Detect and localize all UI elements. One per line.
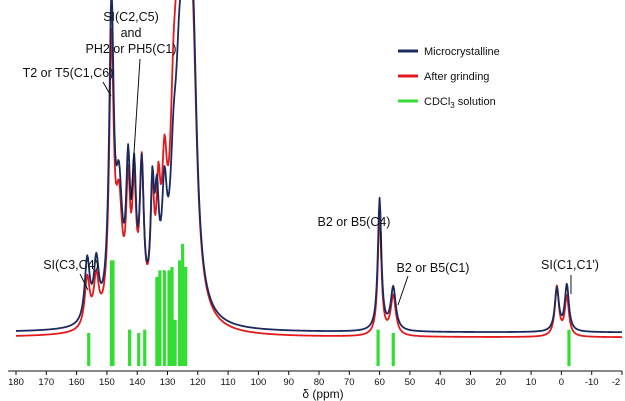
annotation-line-si-c3c4 [79, 273, 89, 291]
annotation-text-si-c2c5-line2: and [121, 26, 142, 40]
cdcl3-bar [143, 329, 147, 366]
x-tick-label: 10 [526, 377, 537, 388]
cdcl3-bar [173, 319, 177, 366]
cdcl3-bar [184, 267, 188, 366]
cdcl3-bar [128, 329, 132, 366]
cdcl3-bar [181, 243, 185, 366]
x-tick-label: 60 [374, 377, 385, 388]
annotation-text-si-c2c5-line3: PH2 or PH5(C1) [86, 42, 177, 56]
legend-label-microcrystalline: Microcrystalline [424, 46, 500, 58]
legend-label-cdcl3-main: CDCl [424, 96, 450, 108]
annotation-b2-b5-c1: B2 or B5(C1) [397, 261, 470, 306]
series-line-after-grinding [15, 0, 623, 338]
x-tick-label: 120 [190, 377, 206, 388]
x-tick-label: 0 [559, 377, 564, 388]
annotation-text-si-c3c4: SI(C3,C4) [43, 258, 99, 272]
legend-item-cdcl3: CDCl3 solution [398, 96, 496, 110]
x-tick-label: 110 [221, 377, 236, 388]
x-tick-label: 140 [129, 377, 145, 388]
x-tick-label: 20 [496, 377, 507, 388]
annotation-text-b2-b5-c4: B2 or B5(C4) [318, 215, 391, 229]
x-tick-label: 150 [99, 377, 115, 388]
x-tick-label: -2 [612, 377, 620, 388]
x-tick-label: 30 [465, 377, 476, 388]
x-tick-label: 170 [38, 377, 54, 388]
legend-item-microcrystalline: Microcrystalline [398, 46, 500, 58]
x-tick-label: 180 [8, 377, 24, 388]
cdcl3-bar [567, 329, 571, 366]
x-tick-label: 80 [314, 377, 325, 388]
annotation-si-c1c1p: SI(C1,C1') [541, 258, 599, 294]
cdcl3-bar [158, 270, 162, 366]
cdcl3-bar [391, 333, 395, 366]
x-tick-label: -10 [585, 377, 599, 388]
annotation-line-si-c2c5 [130, 58, 141, 201]
x-tick-label: 50 [405, 377, 416, 388]
x-tick-label: 70 [344, 377, 355, 388]
legend-label-cdcl3-suffix: solution [455, 96, 496, 108]
cdcl3-bar [170, 267, 174, 366]
x-tick-label: 90 [283, 377, 294, 388]
series-line-microcrystalline [15, 0, 623, 334]
annotation-si-c3c4: SI(C3,C4) [43, 258, 99, 291]
legend-label-cdcl3-sub: 3 [450, 101, 455, 110]
cdcl3-bar [376, 329, 380, 366]
cdcl3-bar-group [87, 243, 571, 366]
annotation-text-t2-t5: T2 or T5(C1,C6) [23, 66, 114, 80]
annotation-si-c2c5: SI(C2,C5) and PH2 or PH5(C1) [86, 10, 177, 201]
x-tick-label: 100 [250, 377, 266, 388]
legend-label-after-grinding: After grinding [424, 71, 489, 83]
legend-item-after-grinding: After grinding [398, 71, 489, 83]
annotation-line-t2-t5 [102, 81, 112, 97]
x-tick-label: 130 [160, 377, 176, 388]
x-axis-label: δ (ppm) [302, 387, 343, 401]
annotation-b2-b5-c4: B2 or B5(C4) [318, 215, 391, 259]
legend-label-cdcl3: CDCl3 solution [424, 96, 496, 110]
cdcl3-bar [87, 333, 91, 366]
annotation-t2-t5: T2 or T5(C1,C6) [23, 66, 114, 97]
annotation-text-si-c2c5-line1: SI(C2,C5) [103, 10, 159, 24]
cdcl3-bar [155, 276, 159, 366]
x-tick-label: 160 [69, 377, 85, 388]
cdcl3-bar [178, 260, 182, 366]
x-tick-group: 180 170 160 150 140 130 120 110 100 90 80 70 60 50 40 3… [8, 371, 623, 388]
cdcl3-bar [167, 270, 171, 366]
cdcl3-bar [137, 333, 141, 366]
annotation-text-si-c1c1p: SI(C1,C1') [541, 258, 599, 272]
annotation-text-b2-b5-c1: B2 or B5(C1) [397, 261, 470, 275]
annotation-line-b2-b5-c1 [397, 275, 409, 306]
cdcl3-bar [111, 260, 115, 366]
cdcl3-bar [162, 270, 167, 366]
spectrum-series-group [15, 0, 623, 338]
x-tick-label: 40 [435, 377, 446, 388]
legend: Microcrystalline After grinding CDCl3 so… [398, 46, 500, 110]
